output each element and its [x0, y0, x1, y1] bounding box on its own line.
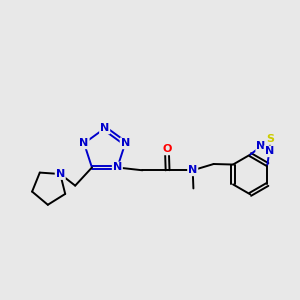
Text: N: N	[56, 169, 65, 179]
Text: S: S	[267, 134, 275, 144]
Text: N: N	[80, 138, 89, 148]
Text: N: N	[113, 163, 122, 172]
Text: N: N	[265, 146, 274, 156]
Text: N: N	[188, 165, 197, 175]
Text: N: N	[100, 123, 109, 134]
Text: O: O	[162, 144, 172, 154]
Text: N: N	[256, 142, 266, 152]
Text: N: N	[121, 138, 130, 148]
